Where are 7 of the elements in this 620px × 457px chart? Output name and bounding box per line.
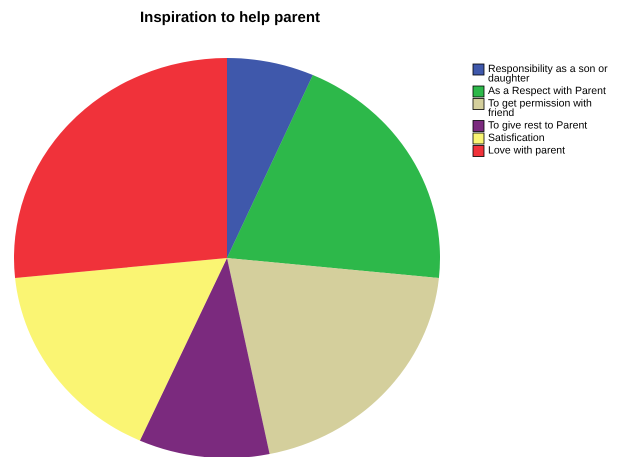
legend-label: Satisfication	[488, 132, 545, 144]
legend-label: As a Respect with Parent	[488, 85, 606, 97]
legend-label: To get permission with friend	[488, 98, 592, 119]
chart-title: Inspiration to help parent	[140, 9, 320, 26]
legend-label: Responsibility as a son or daughter	[488, 63, 608, 84]
legend-label: To give rest to Parent	[488, 120, 588, 132]
legend-label: Love with parent	[488, 144, 566, 156]
